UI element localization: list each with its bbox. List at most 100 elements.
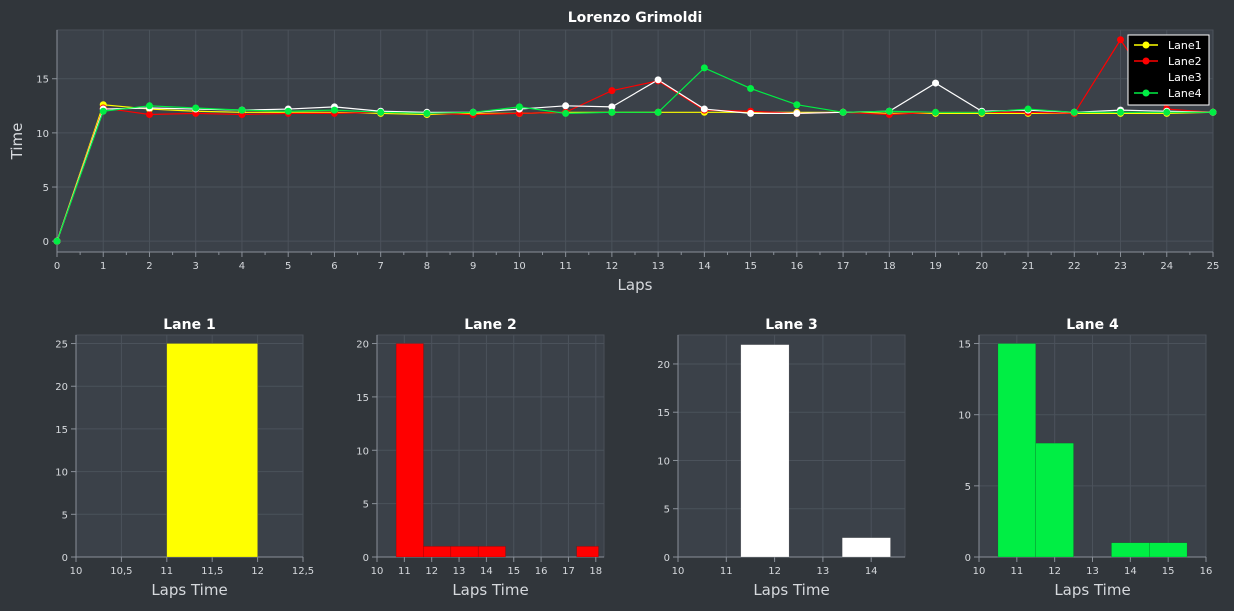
x-tick-label: 23 — [1114, 261, 1127, 272]
x-tick-label: 16 — [790, 261, 803, 272]
y-tick-label: 5 — [62, 510, 68, 521]
x-tick-label: 14 — [480, 566, 493, 577]
y-tick-label: 0 — [363, 553, 369, 564]
y-tick-label: 10 — [657, 456, 670, 467]
x-tick-label: 12 — [251, 566, 264, 577]
x-axis-label: Laps Time — [151, 581, 227, 599]
data-point-lane4 — [978, 108, 986, 116]
lap-times-chart: 0 1 2 3 4 5 6 7 8 9 10 11 12 13 14 15 16 17 18 19 20 21 22 23 24… — [8, 10, 1219, 294]
data-point-lane4 — [654, 108, 662, 116]
x-tick-label: 21 — [1022, 261, 1035, 272]
chart-title: Lane 1 — [163, 317, 215, 333]
data-point-lane4 — [192, 104, 200, 112]
y-tick-label: 0 — [664, 553, 670, 564]
x-tick-label: 15 — [507, 566, 520, 577]
data-point-lane4 — [99, 107, 107, 115]
chart-title: Lorenzo Grimoldi — [568, 10, 703, 26]
x-axis-label: Laps Time — [753, 581, 829, 599]
y-tick-label: 10 — [356, 446, 369, 457]
series-line-lane4 — [56, 67, 1213, 242]
data-point-lane4 — [53, 237, 61, 245]
x-axis-label: Laps Time — [452, 581, 528, 599]
data-point-lane3 — [654, 76, 662, 84]
data-point-lane3 — [932, 79, 940, 87]
data-point-lane4 — [1163, 108, 1171, 116]
x-tick-label: 8 — [424, 261, 430, 272]
x-tick-label: 12 — [768, 566, 781, 577]
y-tick-label: 10 — [36, 129, 49, 140]
histogram-bar — [395, 343, 424, 558]
legend-marker — [1142, 89, 1150, 97]
data-point-lane4 — [1024, 105, 1032, 113]
x-tick-label: 25 — [1207, 261, 1220, 272]
y-tick-label: 15 — [356, 393, 369, 404]
chart-title: Lane 3 — [765, 317, 817, 333]
x-tick-label: 22 — [1068, 261, 1081, 272]
series-line-lane2 — [56, 38, 1214, 242]
x-tick-label: 18 — [589, 566, 602, 577]
legend-marker — [1142, 57, 1150, 65]
x-tick-label: 13 — [817, 566, 830, 577]
histogram-lane-4: 10 11 12 13 14 15 16 0 5 10 15 Lane 4 Laps Time — [958, 317, 1212, 599]
x-tick-label: 16 — [1200, 566, 1213, 577]
data-point-lane4 — [330, 106, 338, 114]
data-point-lane3 — [608, 103, 616, 111]
x-tick-label: 3 — [193, 261, 199, 272]
y-tick-label: 0 — [965, 553, 971, 564]
y-axis-label: Time — [8, 123, 26, 161]
x-tick-label: 13 — [453, 566, 466, 577]
x-tick-label: 13 — [652, 261, 665, 272]
y-tick-label: 0 — [62, 553, 68, 564]
histogram-bar — [1035, 442, 1074, 558]
x-tick-label: 17 — [837, 261, 850, 272]
data-point-lane4 — [423, 109, 431, 117]
x-tick-label: 15 — [744, 261, 757, 272]
legend: Lane1 Lane2 Lane3 Lane4 — [1127, 34, 1210, 106]
legend-label: Lane1 — [1168, 39, 1202, 52]
x-tick-label: 12 — [1048, 566, 1061, 577]
y-tick-label: 5 — [43, 183, 49, 194]
histogram-bar — [423, 546, 452, 558]
histogram-bar — [1149, 542, 1188, 558]
histogram-lane-2: 10 11 12 13 14 15 16 17 18 0 5 10 15 20 Lane 2 Laps Tim… — [356, 317, 605, 599]
x-tick-label: 0 — [54, 261, 60, 272]
histogram-bar — [450, 546, 479, 558]
x-axis-label: Laps — [618, 276, 653, 294]
histogram-bar — [166, 343, 258, 558]
x-tick-label: 11 — [398, 566, 411, 577]
x-tick-label: 10 — [672, 566, 685, 577]
data-point-lane3 — [562, 102, 570, 110]
x-tick-label: 11 — [1010, 566, 1023, 577]
x-tick-label: 2 — [146, 261, 152, 272]
y-tick-label: 15 — [657, 408, 670, 419]
legend-label: Lane4 — [1168, 87, 1202, 100]
data-point-lane2 — [608, 87, 616, 95]
x-tick-label: 14 — [698, 261, 711, 272]
data-point-lane2 — [1117, 36, 1125, 44]
x-tick-label: 12,5 — [292, 566, 314, 577]
legend-marker — [1142, 41, 1150, 49]
x-tick-label: 10 — [371, 566, 384, 577]
chart-title: Lane 2 — [464, 317, 516, 333]
x-tick-label: 19 — [929, 261, 942, 272]
data-point-lane4 — [1209, 108, 1217, 116]
x-tick-label: 18 — [883, 261, 896, 272]
x-tick-label: 12 — [606, 261, 619, 272]
data-point-lane2 — [145, 110, 153, 118]
x-tick-label: 4 — [239, 261, 245, 272]
x-tick-label: 11,5 — [201, 566, 223, 577]
x-tick-label: 5 — [285, 261, 291, 272]
x-tick-label: 6 — [331, 261, 337, 272]
chart-title: Lane 4 — [1066, 317, 1119, 333]
y-tick-label: 10 — [958, 411, 971, 422]
x-tick-label: 11 — [559, 261, 572, 272]
histogram-bar — [576, 546, 599, 558]
y-tick-label: 15 — [36, 75, 49, 86]
x-tick-label: 10 — [973, 566, 986, 577]
x-tick-label: 7 — [377, 261, 383, 272]
x-tick-label: 14 — [865, 566, 878, 577]
y-tick-label: 0 — [43, 237, 49, 248]
data-point-lane4 — [608, 108, 616, 116]
data-point-lane4 — [793, 101, 801, 109]
